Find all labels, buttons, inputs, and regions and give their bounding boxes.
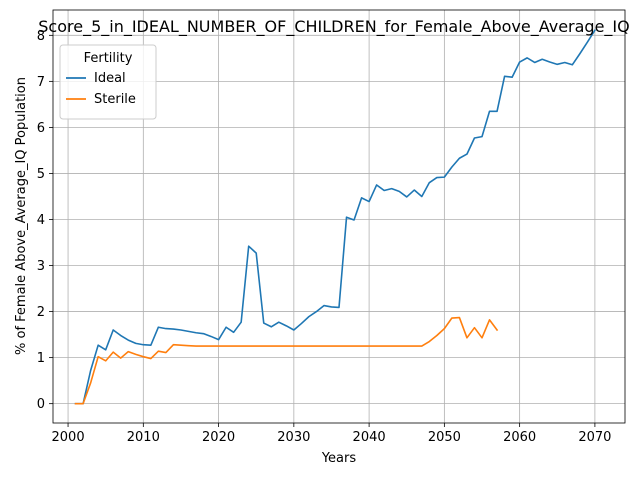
x-tick-label: 2070 [578,430,611,445]
chart-title: Score_5_in_IDEAL_NUMBER_OF_CHILDREN_for_… [38,17,630,37]
plot-frame [52,9,626,424]
y-tick-label: 6 [37,121,45,136]
grid-lines [53,10,625,423]
axis-ticks: 2000 2010 2020 2030 2040 2050 2060 2070 0 1 2 3 4 5 6 7… [37,29,612,445]
x-tick-label: 2000 [52,430,85,445]
x-tick-label: 2020 [202,430,235,445]
legend-label-sterile: Sterile [94,92,136,107]
y-tick-label: 2 [37,305,45,320]
y-tick-label: 8 [37,29,45,44]
x-tick-label: 2010 [127,430,160,445]
x-tick-label: 2030 [277,430,310,445]
y-tick-label: 4 [37,213,45,228]
y-axis-label: % of Female Above_Average_IQ Population [14,77,29,355]
x-axis-label: Years [321,451,357,466]
legend-title: Fertility [84,51,133,66]
series-line-ideal [74,29,596,405]
legend-box [59,44,157,120]
x-tick-label: 2060 [503,430,536,445]
y-tick-label: 3 [37,259,45,274]
y-tick-label: 7 [37,75,45,90]
series-lines [74,29,596,405]
y-tick-label: 5 [37,167,45,182]
legend: Fertility Ideal Sterile [59,44,157,120]
x-tick-label: 2050 [428,430,461,445]
legend-label-ideal: Ideal [94,71,126,86]
y-tick-label: 1 [37,351,45,366]
x-tick-label: 2040 [353,430,386,445]
series-line-sterile [74,316,499,405]
y-tick-label: 0 [37,397,45,412]
